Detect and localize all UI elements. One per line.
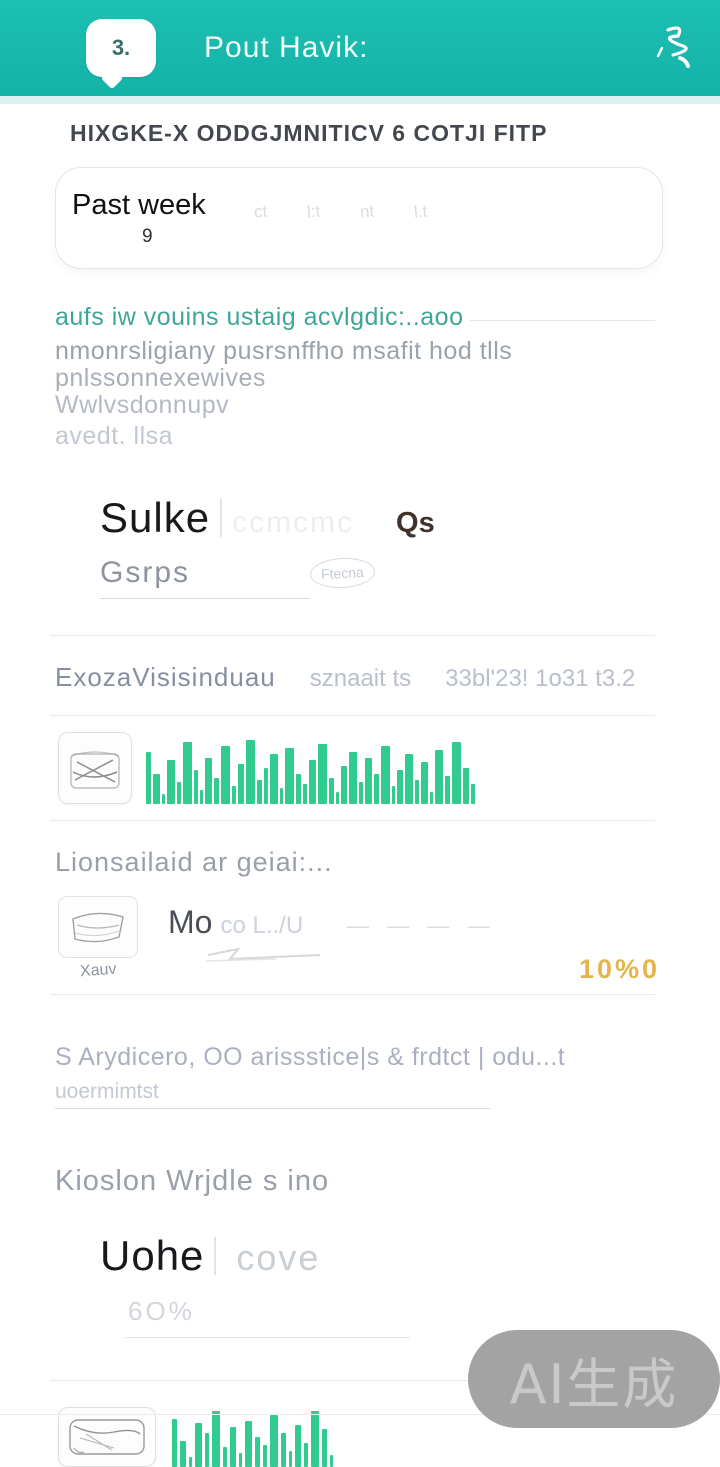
- stat1-unit: Qs: [396, 507, 435, 539]
- divider: [50, 1380, 655, 1381]
- divider: [0, 1414, 720, 1415]
- scribble-decoration: [205, 947, 321, 962]
- note-block: S Arydicero, OO arissstice|s & frdtct | …: [55, 1043, 720, 1109]
- header-menu-button[interactable]: [642, 20, 694, 77]
- header-accent-strip: [0, 96, 720, 104]
- app-title: Pout Havik:: [204, 31, 369, 64]
- entry-caption: Xauv: [79, 960, 117, 981]
- intro-link-row: aufs iw vouins ustaig acvlgdic:..aoo: [55, 303, 655, 332]
- underline: [125, 1337, 410, 1338]
- stat1-ghost-text: ccmcmc: [232, 506, 355, 539]
- glyph-icon: ct: [253, 201, 268, 222]
- paragraph-line: nmonrsligiany pusrsnffho msafit hod tlls: [55, 337, 513, 365]
- glyph-icon: nt: [359, 201, 376, 222]
- chat-bubble-button[interactable]: 3.: [86, 19, 156, 77]
- glyph-icon: l:t: [306, 201, 321, 222]
- sparkline-bar-chart: [146, 734, 475, 804]
- date-range-glyphs: ct l:t nt l.t: [253, 201, 429, 222]
- divider: [50, 994, 655, 995]
- divider: [50, 820, 655, 821]
- vertical-divider: [220, 499, 223, 537]
- stat-block-1: Sulke ccmcmc Qs Gsrps Ftecna: [100, 494, 720, 599]
- ai-watermark-label: AI生成: [509, 1352, 679, 1416]
- page-title: HIXGKE-X ODDGJMNITICV 6 COTJI FITP: [70, 120, 548, 146]
- stat2-percent: 6O%: [128, 1296, 195, 1326]
- stat2-value-row: Uohe cove: [100, 1232, 720, 1280]
- entry-title-row: Mo co L../U — — — —: [168, 904, 496, 941]
- intro-link[interactable]: aufs iw vouins ustaig acvlgdic:..aoo: [55, 303, 464, 331]
- underline: [100, 598, 310, 599]
- stat2-unit: cove: [236, 1237, 321, 1278]
- stat1-label: Gsrps: [100, 556, 191, 589]
- divider: [50, 715, 655, 716]
- stat1-tag: Ftecna: [309, 556, 376, 590]
- stat1-value: Sulke: [100, 494, 211, 541]
- section3-label: Kioslon Wrjdle s ino: [55, 1165, 330, 1197]
- app-header: 3. Pout Havik:: [0, 0, 720, 96]
- ai-watermark-badge: AI生成: [468, 1330, 720, 1428]
- sketch-chart-icon: [58, 732, 132, 804]
- stat1-label-row: Gsrps Ftecna: [100, 556, 720, 590]
- rule-line: [469, 320, 655, 321]
- glyph-icon: l.t: [413, 201, 429, 222]
- intro-paragraph: nmonrsligiany pusrsnffho msafit hod tlls…: [55, 338, 720, 450]
- date-range-main: Past week 9: [72, 189, 206, 248]
- section2-label: Lionsailaid ar geiai:...: [55, 847, 333, 877]
- date-range-selector[interactable]: Past week 9 ct l:t nt l.t: [55, 167, 663, 269]
- note-line: uoermimtst: [55, 1080, 159, 1103]
- percentage-badge: 10%0: [578, 954, 660, 984]
- paragraph-line: pnlssonnexewives: [55, 364, 266, 392]
- scribble-menu-icon: [656, 25, 690, 68]
- list-item[interactable]: Xauv Mo co L../U — — — — 10%0: [58, 896, 720, 984]
- meta-name: ExozaVisisinduau: [55, 662, 276, 692]
- chart-row-1: [58, 732, 720, 804]
- entry-title: Mo: [168, 904, 213, 940]
- sparkline-bar-chart: [172, 1397, 333, 1467]
- stat2-value: Uohe: [100, 1232, 205, 1279]
- entry-body: Mo co L../U — — — —: [168, 896, 496, 980]
- entry-icon-wrap: Xauv: [58, 896, 138, 980]
- sketch-chart-icon: [58, 1407, 156, 1467]
- entry-dashes: — — — —: [347, 913, 496, 938]
- entry-extra-text: co L../U: [220, 912, 304, 939]
- stat1-value-row: Sulke ccmcmc Qs: [100, 494, 720, 542]
- date-range-label: Past week: [72, 188, 206, 221]
- sketch-thumbnail-icon: [58, 896, 138, 958]
- date-range-sub: 9: [142, 225, 153, 247]
- paragraph-line: Wwlvsdonnupv: [55, 391, 230, 419]
- vertical-divider: [214, 1237, 217, 1275]
- stat-block-2: Uohe cove 6O%: [100, 1232, 720, 1338]
- meta-row: ExozaVisisinduau sznaait ts 33bl'23! 1o3…: [55, 662, 720, 693]
- chat-bubble-label: 3.: [111, 35, 131, 60]
- underline: [55, 1108, 490, 1109]
- paragraph-line: avedt. llsa: [55, 422, 174, 450]
- divider: [50, 635, 655, 636]
- note-line: S Arydicero, OO arissstice|s & frdtct | …: [55, 1043, 566, 1071]
- meta-values: 33bl'23! 1o31 t3.2: [445, 665, 636, 692]
- meta-mid: sznaait ts: [309, 665, 412, 692]
